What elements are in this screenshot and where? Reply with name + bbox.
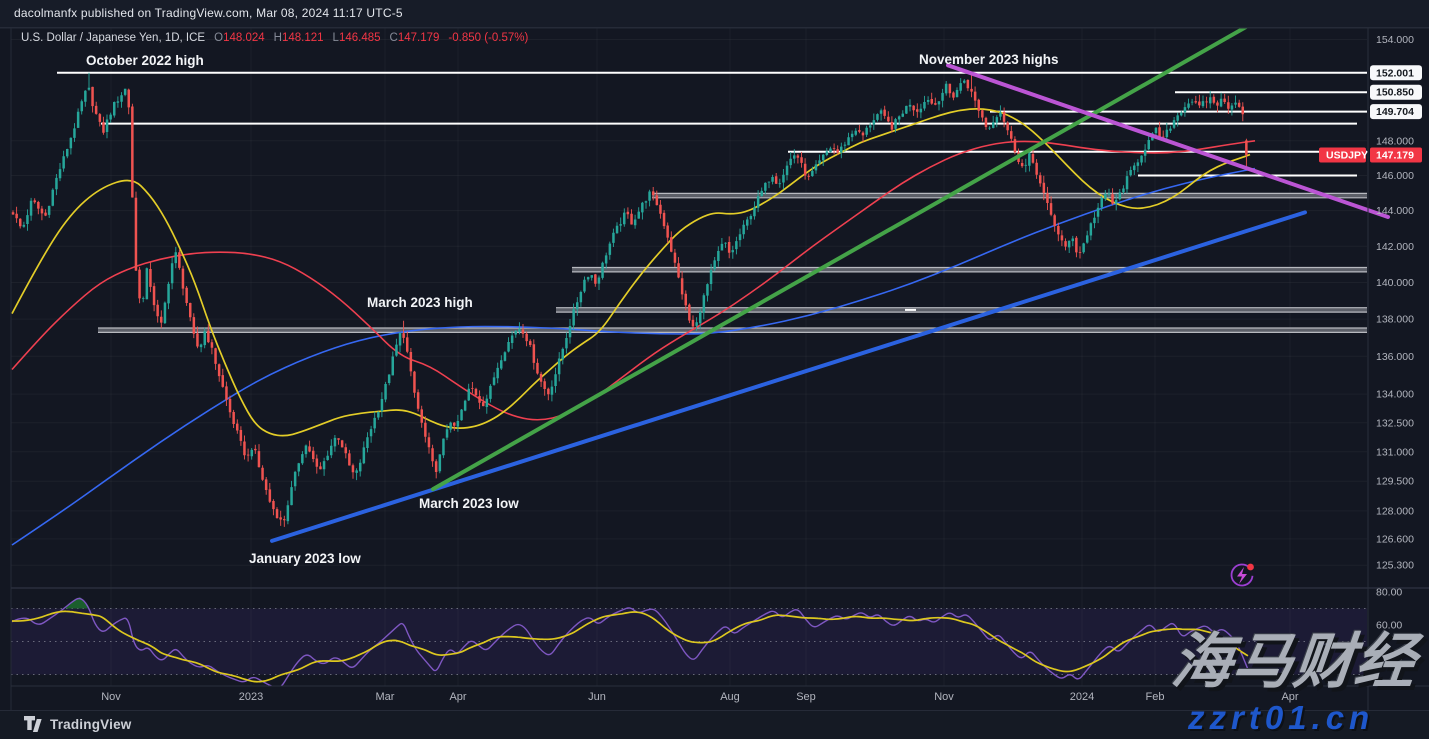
svg-text:Jun: Jun bbox=[588, 691, 606, 703]
symbol-title: U.S. Dollar / Japanese Yen, 1D, ICE bbox=[21, 32, 206, 44]
ma-slow-blue bbox=[11, 167, 1256, 546]
rising-support-green bbox=[431, 21, 1255, 492]
svg-text:136.000: 136.000 bbox=[1376, 351, 1414, 363]
svg-text:149.704: 149.704 bbox=[1376, 106, 1414, 118]
tradingview-logo-link[interactable]: TradingView bbox=[24, 716, 131, 733]
svg-text:January 2023 low: January 2023 low bbox=[249, 551, 361, 566]
svg-text:154.000: 154.000 bbox=[1376, 34, 1414, 46]
svg-text:148.000: 148.000 bbox=[1376, 135, 1414, 147]
flash-icon[interactable] bbox=[1227, 560, 1257, 590]
publish-header: dacolmanfx published on TradingView.com,… bbox=[0, 0, 1429, 28]
price-axis[interactable]: 154.000 148.000 146.000 144.000 142.000 140.0… bbox=[1319, 34, 1422, 665]
ohlc-open: O148.024 bbox=[214, 32, 265, 44]
time-axis[interactable]: Nov 2023 Mar Apr Jun Aug Sep Nov 2024 Feb Apr bbox=[101, 691, 1299, 703]
svg-text:Mar: Mar bbox=[376, 691, 395, 703]
svg-text:125.300: 125.300 bbox=[1376, 560, 1414, 572]
svg-text:128.000: 128.000 bbox=[1376, 505, 1414, 517]
svg-text:March 2023 low: March 2023 low bbox=[419, 496, 519, 511]
svg-text:152.001: 152.001 bbox=[1376, 67, 1414, 79]
tradingview-wordmark: TradingView bbox=[50, 717, 132, 732]
svg-text:80.00: 80.00 bbox=[1376, 587, 1402, 599]
gridlines bbox=[11, 39, 1367, 566]
attribution-bar: TradingView bbox=[0, 710, 1429, 739]
svg-text:October 2022 high: October 2022 high bbox=[86, 53, 204, 68]
svg-text:129.500: 129.500 bbox=[1376, 476, 1414, 488]
svg-text:60.00: 60.00 bbox=[1376, 620, 1402, 632]
pane-borders bbox=[0, 27, 1429, 710]
ohlc-high: H148.121 bbox=[273, 32, 324, 44]
svg-text:131.000: 131.000 bbox=[1376, 446, 1414, 458]
svg-text:140.000: 140.000 bbox=[1376, 277, 1414, 289]
change-value: -0.850 (-0.57%) bbox=[448, 32, 529, 44]
svg-text:Apr: Apr bbox=[449, 691, 466, 703]
svg-text:Nov: Nov bbox=[101, 691, 121, 703]
svg-text:Feb: Feb bbox=[1146, 691, 1165, 703]
svg-text:2024: 2024 bbox=[1070, 691, 1094, 703]
rsi-indicator bbox=[11, 597, 1249, 686]
svg-text:126.600: 126.600 bbox=[1376, 533, 1414, 545]
svg-text:40.00: 40.00 bbox=[1376, 653, 1402, 665]
candlestick-series bbox=[11, 72, 1248, 527]
svg-text:Nov: Nov bbox=[934, 691, 954, 703]
svg-text:134.000: 134.000 bbox=[1376, 389, 1414, 401]
svg-text:USDJPY: USDJPY bbox=[1326, 150, 1368, 162]
falling-resist-purple bbox=[946, 63, 1390, 219]
text-annotations[interactable]: October 2022 high November 2023 highs Marc… bbox=[86, 52, 1059, 566]
svg-text:138.000: 138.000 bbox=[1376, 314, 1414, 326]
svg-text:March 2023 high: March 2023 high bbox=[367, 295, 473, 310]
ohlc-low: L146.485 bbox=[332, 32, 381, 44]
rsi-line bbox=[11, 597, 1249, 686]
ma-fast-yellow bbox=[11, 108, 1251, 437]
svg-text:Sep: Sep bbox=[796, 691, 816, 703]
tradingview-logo-icon bbox=[24, 716, 42, 733]
svg-text:146.000: 146.000 bbox=[1376, 170, 1414, 182]
svg-text:132.500: 132.500 bbox=[1376, 417, 1414, 429]
symbol-legend[interactable]: U.S. Dollar / Japanese Yen, 1D, ICE O148… bbox=[21, 32, 528, 44]
svg-text:147.179: 147.179 bbox=[1376, 150, 1414, 162]
svg-text:2023: 2023 bbox=[239, 691, 263, 703]
rising-support-blue bbox=[270, 210, 1307, 543]
svg-text:Apr: Apr bbox=[1281, 691, 1298, 703]
publish-info-text: dacolmanfx published on TradingView.com,… bbox=[14, 6, 403, 20]
ohlc-close: C147.179 bbox=[389, 32, 440, 44]
svg-text:150.850: 150.850 bbox=[1376, 87, 1414, 99]
svg-text:November 2023 highs: November 2023 highs bbox=[919, 52, 1059, 67]
rsi-ma-line bbox=[11, 610, 1249, 683]
svg-text:144.000: 144.000 bbox=[1376, 205, 1414, 217]
svg-text:142.000: 142.000 bbox=[1376, 241, 1414, 253]
svg-text:Aug: Aug bbox=[720, 691, 740, 703]
symbol-price-label: USDJPY bbox=[1319, 147, 1368, 163]
trendlines[interactable] bbox=[270, 21, 1390, 543]
